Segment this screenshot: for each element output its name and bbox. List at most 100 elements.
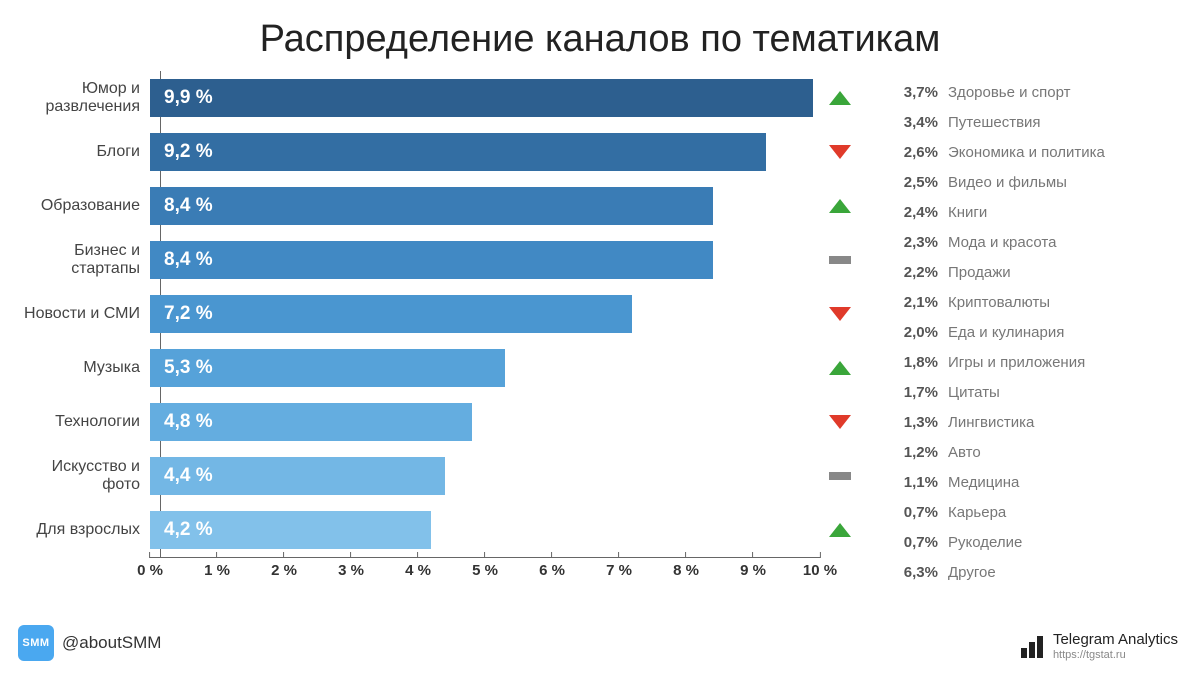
- side-list-item: 2,4%Книги: [900, 197, 1180, 227]
- trend-indicator: [820, 145, 860, 159]
- brand-logo-icon: [1021, 636, 1043, 658]
- chart-title: Распределение каналов по тематикам: [0, 0, 1200, 71]
- side-item-pct: 2,2%: [900, 264, 948, 281]
- bar-value: 8,4 %: [150, 195, 213, 217]
- tick-label: 3 %: [338, 562, 364, 579]
- side-list-item: 0,7%Рукоделие: [900, 527, 1180, 557]
- side-item-label: Путешествия: [948, 114, 1041, 131]
- tick-label: 1 %: [204, 562, 230, 579]
- bar-value: 5,3 %: [150, 357, 213, 379]
- bar-track: 4,4 %: [150, 454, 820, 498]
- side-item-pct: 2,3%: [900, 234, 948, 251]
- bar: 9,9 %: [150, 79, 813, 117]
- bar-row: Технологии4,8 %: [10, 395, 870, 449]
- side-item-label: Видео и фильмы: [948, 174, 1067, 191]
- brand-text: Telegram Analytics https://tgstat.ru: [1053, 632, 1178, 661]
- side-list-item: 0,7%Карьера: [900, 497, 1180, 527]
- trend-up-icon: [829, 523, 851, 537]
- bar-value: 8,4 %: [150, 249, 213, 271]
- chart: Юмор и развлечения9,9 %Блоги9,2 %Образов…: [10, 71, 870, 593]
- side-list-item: 2,5%Видео и фильмы: [900, 167, 1180, 197]
- trend-indicator: [820, 523, 860, 537]
- bar-value: 9,2 %: [150, 141, 213, 163]
- x-axis: 0 %1 %2 %3 %4 %5 %6 %7 %8 %9 %10 %: [150, 557, 820, 593]
- tick-mark: [685, 552, 686, 558]
- bar-row: Бизнес и стартапы8,4 %: [10, 233, 870, 287]
- side-list-item: 2,3%Мода и красота: [900, 227, 1180, 257]
- brand-url: https://tgstat.ru: [1053, 649, 1178, 661]
- category-label: Блоги: [10, 143, 150, 161]
- category-label: Технологии: [10, 413, 150, 431]
- x-tick: 1 %: [204, 552, 230, 579]
- trend-indicator: [820, 91, 860, 105]
- side-list-item: 1,1%Медицина: [900, 467, 1180, 497]
- tick-label: 5 %: [472, 562, 498, 579]
- footer-right: Telegram Analytics https://tgstat.ru: [1021, 632, 1178, 661]
- trend-flat-icon: [829, 256, 851, 264]
- side-list-item: 2,1%Криптовалюты: [900, 287, 1180, 317]
- trend-indicator: [820, 307, 860, 321]
- bar-row: Блоги9,2 %: [10, 125, 870, 179]
- trend-indicator: [820, 361, 860, 375]
- x-tick: 6 %: [539, 552, 565, 579]
- bar-track: 4,8 %: [150, 400, 820, 444]
- tick-label: 0 %: [137, 562, 163, 579]
- category-label: Новости и СМИ: [10, 305, 150, 323]
- bar-row: Музыка5,3 %: [10, 341, 870, 395]
- tick-label: 9 %: [740, 562, 766, 579]
- tick-mark: [484, 552, 485, 558]
- bar-row: Искусство и фото4,4 %: [10, 449, 870, 503]
- bars-container: Юмор и развлечения9,9 %Блоги9,2 %Образов…: [10, 71, 870, 557]
- bar-track: 7,2 %: [150, 292, 820, 336]
- tick-label: 2 %: [271, 562, 297, 579]
- bar-value: 4,2 %: [150, 519, 213, 541]
- side-item-label: Экономика и политика: [948, 144, 1105, 161]
- trend-down-icon: [829, 415, 851, 429]
- trend-indicator: [820, 256, 860, 264]
- x-tick: 10 %: [803, 552, 837, 579]
- side-item-label: Игры и приложения: [948, 354, 1085, 371]
- bar-track: 9,2 %: [150, 130, 820, 174]
- bar-row: Образование8,4 %: [10, 179, 870, 233]
- bar-track: 5,3 %: [150, 346, 820, 390]
- side-list-item: 6,3%Другое: [900, 557, 1180, 587]
- logo-bar: [1029, 642, 1035, 658]
- tick-mark: [417, 552, 418, 558]
- bar-value: 7,2 %: [150, 303, 213, 325]
- side-item-pct: 1,7%: [900, 384, 948, 401]
- bar-track: 4,2 %: [150, 508, 820, 552]
- trend-indicator: [820, 199, 860, 213]
- trend-up-icon: [829, 91, 851, 105]
- chart-wrap: Юмор и развлечения9,9 %Блоги9,2 %Образов…: [0, 71, 870, 593]
- tick-label: 4 %: [405, 562, 431, 579]
- side-item-pct: 1,3%: [900, 414, 948, 431]
- side-item-label: Продажи: [948, 264, 1011, 281]
- tick-mark: [752, 552, 753, 558]
- x-tick: 7 %: [606, 552, 632, 579]
- side-item-pct: 2,4%: [900, 204, 948, 221]
- side-item-label: Еда и кулинария: [948, 324, 1064, 341]
- bar-value: 9,9 %: [150, 87, 213, 109]
- account-handle: @aboutSMM: [62, 633, 161, 653]
- bar: 9,2 %: [150, 133, 766, 171]
- category-label: Искусство и фото: [10, 458, 150, 495]
- bar-row: Новости и СМИ7,2 %: [10, 287, 870, 341]
- tick-label: 7 %: [606, 562, 632, 579]
- tick-label: 10 %: [803, 562, 837, 579]
- x-tick: 4 %: [405, 552, 431, 579]
- bar: 5,3 %: [150, 349, 505, 387]
- side-item-pct: 2,6%: [900, 144, 948, 161]
- side-item-pct: 1,8%: [900, 354, 948, 371]
- bar-row: Юмор и развлечения9,9 %: [10, 71, 870, 125]
- side-item-label: Мода и красота: [948, 234, 1056, 251]
- bar: 4,2 %: [150, 511, 431, 549]
- side-item-pct: 3,7%: [900, 84, 948, 101]
- side-list-item: 1,7%Цитаты: [900, 377, 1180, 407]
- side-item-pct: 3,4%: [900, 114, 948, 131]
- tick-mark: [618, 552, 619, 558]
- side-list-item: 1,8%Игры и приложения: [900, 347, 1180, 377]
- bar-track: 9,9 %: [150, 76, 820, 120]
- side-item-pct: 2,5%: [900, 174, 948, 191]
- category-label: Образование: [10, 197, 150, 215]
- side-list-item: 1,3%Лингвистика: [900, 407, 1180, 437]
